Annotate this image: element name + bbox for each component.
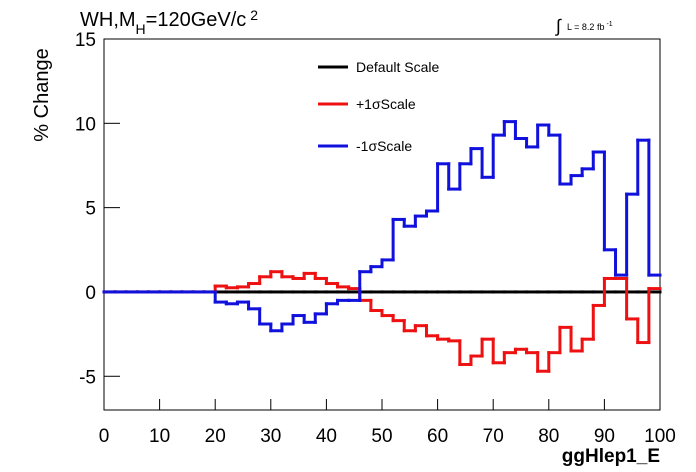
lumi-text: L = 8.2 fb (567, 22, 604, 32)
chart-title: WH,MH=120GeV/c 2 (80, 7, 258, 37)
x-tick-label: 0 (99, 426, 110, 447)
y-axis-label: % Change (31, 48, 53, 141)
legend-label: Default Scale (356, 59, 439, 75)
y-tick-label: 10 (75, 114, 96, 135)
lumi: L = 8.2 fb -1 (567, 21, 613, 32)
plot-frame (103, 38, 661, 411)
x-tick-label: 40 (316, 426, 337, 447)
x-tick-label: 100 (644, 426, 676, 447)
title-sub: H (136, 21, 146, 37)
legend-label: -1σScale (356, 138, 412, 154)
lumi-sup: -1 (606, 21, 612, 28)
legend-label: +1σScale (356, 96, 416, 112)
x-axis-label: ggHlep1_E (562, 446, 660, 467)
x-tick-label: 10 (149, 426, 170, 447)
x-tick-label: 60 (427, 426, 448, 447)
title-main: WH,M (80, 9, 136, 31)
y-tick-label: 15 (75, 30, 96, 51)
title-rest: =120GeV/c (146, 9, 247, 31)
x-tick-label: 30 (260, 426, 281, 447)
x-tick-label: 90 (594, 426, 615, 447)
y-tick-label: -5 (79, 367, 96, 388)
title-sup: 2 (250, 7, 258, 23)
y-tick-label: 0 (85, 283, 96, 304)
x-tick-label: 80 (538, 426, 559, 447)
histogram-series (102, 270, 662, 373)
x-tick-label: 70 (483, 426, 504, 447)
histogram-series (102, 120, 662, 333)
integral-sign: ∫ (554, 16, 562, 36)
y-tick-label: 5 (85, 199, 96, 220)
x-tick-label: 20 (205, 426, 226, 447)
x-tick-label: 50 (371, 426, 392, 447)
